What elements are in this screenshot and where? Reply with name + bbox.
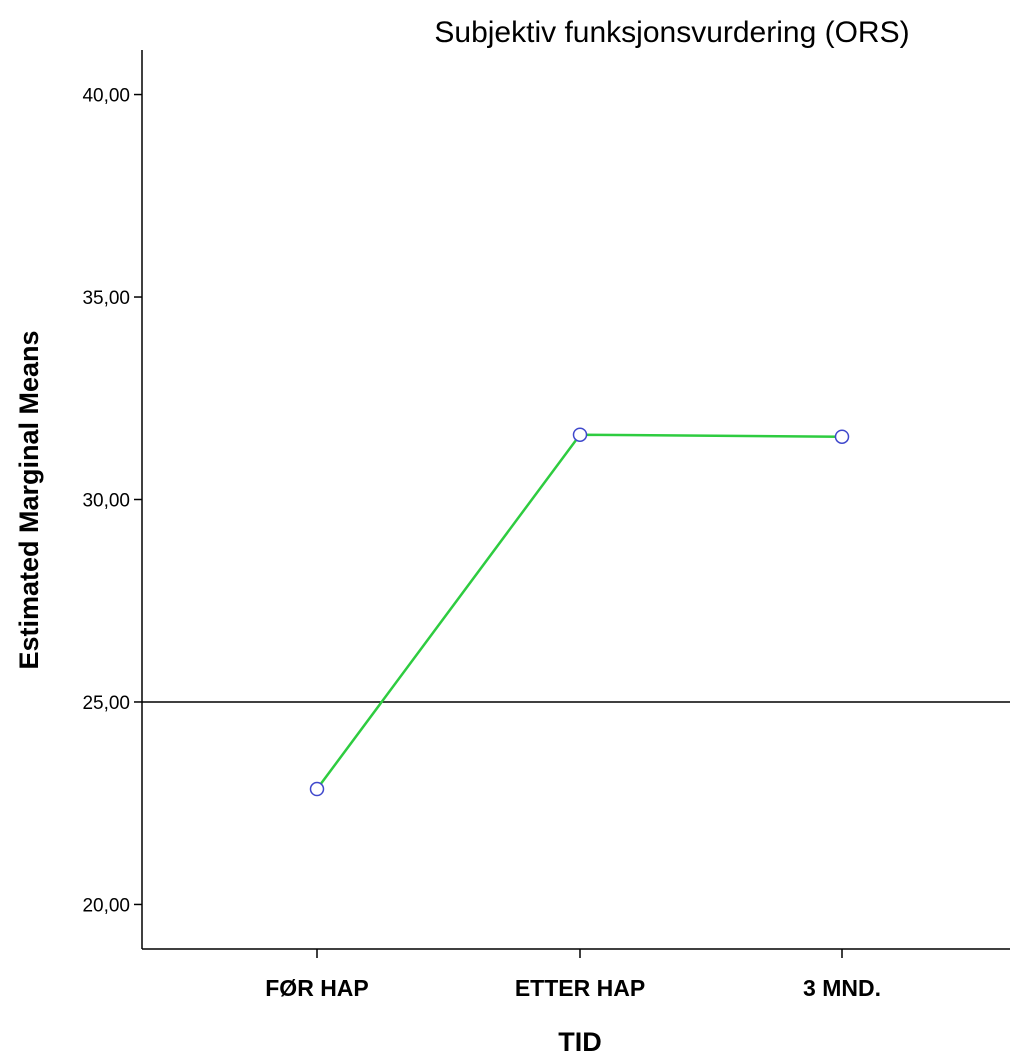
x-tick-label: ETTER HAP [515,975,645,1001]
x-tick-label: 3 MND. [803,975,881,1001]
y-tick-label: 30,00 [82,491,130,512]
data-point [572,427,588,442]
series-line [315,433,843,790]
y-tick-label: 25,00 [82,693,130,714]
y-tick-label: 20,00 [82,895,130,916]
y-tick-label: 40,00 [82,86,130,107]
y-axis-title: Estimated Marginal Means [14,330,44,669]
data-point [834,429,850,444]
x-axis-title: TID [558,1027,602,1057]
chart-title: Subjektiv funksjonsvurdering (ORS) [434,16,909,49]
x-ticks: FØR HAP ETTER HAP 3 MND. [265,949,881,1001]
x-tick-label: FØR HAP [265,975,369,1001]
data-point [309,781,325,797]
y-ticks: 20,00 25,00 30,00 35,00 40,00 [82,86,142,916]
series-layer [309,427,850,797]
y-tick-label: 35,00 [82,288,130,309]
